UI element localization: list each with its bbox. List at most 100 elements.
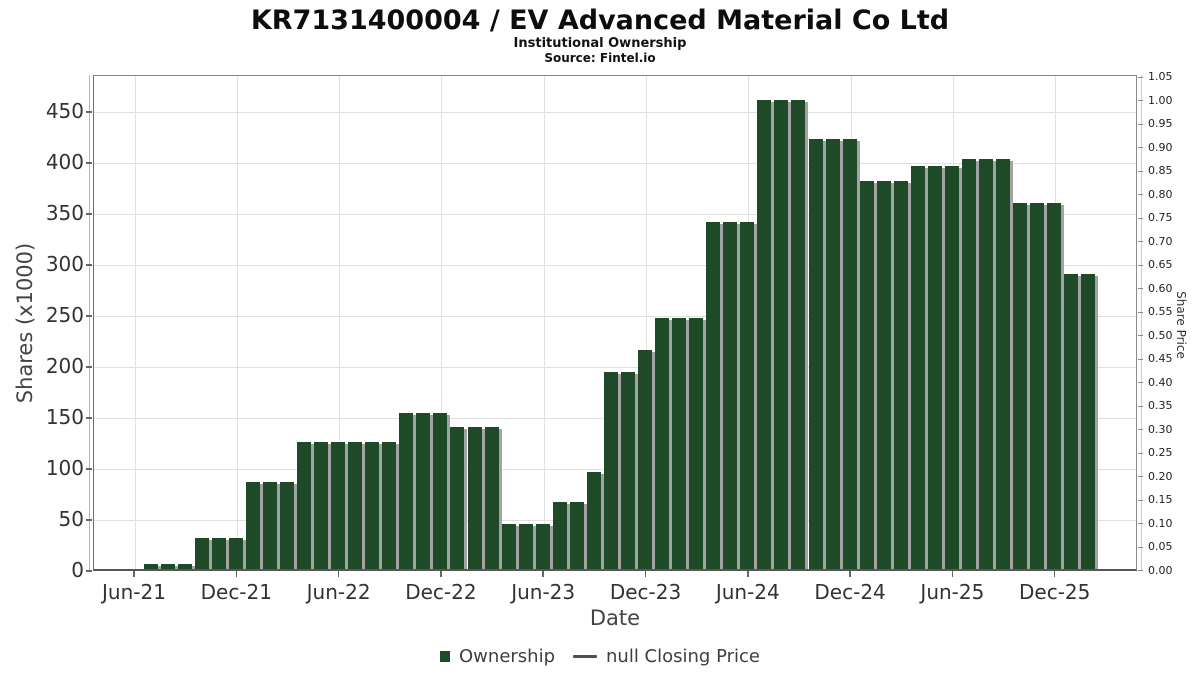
x-tick (440, 571, 442, 577)
ownership-bar[interactable] (910, 166, 925, 569)
ownership-bar[interactable] (501, 524, 516, 569)
y-right-tick-label: 0.50 (1148, 328, 1173, 342)
ownership-bar[interactable] (552, 501, 567, 569)
ownership-bar[interactable] (348, 441, 363, 569)
y-right-tick-label: 0.40 (1148, 375, 1173, 389)
ownership-bar[interactable] (791, 99, 806, 569)
y-right-tick-label: 0.70 (1148, 234, 1173, 248)
ownership-bar[interactable] (689, 318, 704, 569)
ownership-bar[interactable] (228, 538, 243, 569)
ownership-bar[interactable] (825, 138, 840, 569)
ownership-bar[interactable] (569, 501, 584, 569)
ownership-bar[interactable] (603, 372, 618, 569)
x-tick-label: Dec-21 (200, 580, 272, 604)
y-left-tick (86, 417, 92, 419)
ownership-bar[interactable] (996, 158, 1011, 569)
ownership-bar[interactable] (535, 524, 550, 569)
y-right-tick (1138, 570, 1143, 571)
ownership-bar[interactable] (484, 427, 499, 569)
h-gridline (94, 316, 1136, 317)
ownership-bar[interactable] (961, 158, 976, 569)
y-left-tick-label: 450 (45, 99, 84, 123)
y-left-tick-label: 50 (58, 507, 84, 531)
y-right-tick (1138, 382, 1143, 383)
y-left-tick (86, 315, 92, 317)
ownership-bar[interactable] (297, 441, 311, 569)
ownership-bar[interactable] (365, 441, 380, 569)
y-right-tick (1138, 217, 1143, 219)
ownership-bar[interactable] (808, 138, 823, 569)
ownership-bar[interactable] (245, 482, 260, 569)
y-right-tick-label: 0.25 (1148, 446, 1173, 459)
x-tick (235, 571, 238, 577)
ownership-bar[interactable] (177, 563, 192, 569)
x-tick (747, 571, 749, 577)
ownership-bar[interactable] (160, 563, 175, 569)
x-tick-label: Dec-23 (609, 580, 682, 604)
ownership-bar[interactable] (927, 166, 942, 569)
ownership-bar[interactable] (211, 538, 226, 569)
h-gridline (94, 265, 1136, 266)
y-right-tick-label: 0.35 (1148, 399, 1173, 412)
ownership-bar[interactable] (194, 538, 209, 569)
ownership-bar[interactable] (416, 412, 431, 569)
y-right-tick (1138, 76, 1143, 78)
ownership-bar[interactable] (1047, 202, 1062, 569)
x-tick-label: Dec-24 (814, 580, 886, 604)
y-left-tick (86, 519, 92, 521)
y-right-tick-label: 0.05 (1148, 540, 1173, 553)
left-outer-spine (89, 75, 90, 571)
x-axis-title: Date (589, 606, 641, 630)
ownership-bar[interactable] (979, 158, 993, 569)
v-gridline (134, 76, 136, 569)
y-right-tick-label: 0.30 (1148, 422, 1173, 436)
ownership-bar[interactable] (518, 524, 533, 569)
h-gridline (94, 214, 1136, 215)
ownership-bar[interactable] (1081, 274, 1096, 569)
y-right-tick-label: 0.65 (1148, 258, 1173, 271)
legend-label-ownership[interactable]: Ownership (459, 646, 556, 667)
ownership-bar[interactable] (433, 412, 448, 569)
ownership-bar[interactable] (586, 472, 601, 569)
chart-source-credit: Source: Fintel.io (544, 51, 656, 65)
ownership-bar[interactable] (1030, 202, 1045, 569)
ownership-bar[interactable] (774, 99, 789, 569)
ownership-bar[interactable] (876, 181, 891, 569)
ownership-bar[interactable] (467, 427, 482, 569)
ownership-bar[interactable] (620, 372, 635, 569)
ownership-bar[interactable] (262, 482, 277, 569)
ownership-bar[interactable] (331, 441, 346, 569)
ownership-bar[interactable] (399, 412, 414, 569)
ownership-bar[interactable] (893, 181, 908, 569)
ownership-bar[interactable] (740, 222, 755, 569)
ownership-bar[interactable] (382, 441, 397, 569)
ownership-bar[interactable] (638, 349, 652, 569)
y-left-tick (86, 264, 92, 266)
ownership-bar[interactable] (757, 99, 772, 569)
y-right-tick (1138, 288, 1143, 289)
y-right-tick (1138, 123, 1143, 125)
y-right-tick (1138, 311, 1143, 313)
v-gridline (236, 76, 238, 569)
ownership-bar[interactable] (655, 318, 670, 569)
legend-label-closing-price[interactable]: null Closing Price (606, 646, 760, 667)
y-left-tick-label: 350 (45, 201, 84, 225)
y-right-tick-label: 0.00 (1148, 563, 1173, 577)
y-left-tick (86, 162, 92, 164)
ownership-bar[interactable] (842, 138, 857, 569)
ownership-bar[interactable] (1013, 202, 1028, 569)
x-tick-label: Dec-25 (1019, 580, 1091, 604)
ownership-bar[interactable] (859, 181, 874, 569)
ownership-bar[interactable] (450, 427, 465, 569)
y-right-tick-label: 0.60 (1148, 281, 1173, 295)
ownership-bar[interactable] (672, 318, 687, 569)
ownership-bar[interactable] (944, 166, 959, 569)
ownership-bar[interactable] (279, 482, 294, 569)
y-right-tick-label: 1.05 (1148, 70, 1173, 83)
ownership-bar[interactable] (706, 222, 721, 569)
y-right-tick (1138, 170, 1143, 172)
ownership-bar[interactable] (1064, 274, 1079, 569)
ownership-bar[interactable] (143, 563, 158, 569)
ownership-bar[interactable] (723, 222, 738, 569)
ownership-bar[interactable] (314, 441, 329, 569)
